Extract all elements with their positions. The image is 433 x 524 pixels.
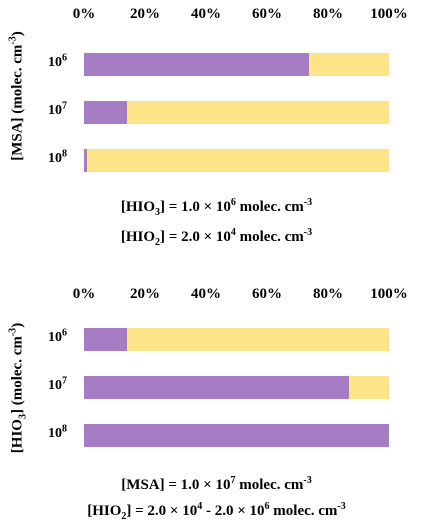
- bar-segment-yellow: [126, 101, 389, 124]
- category-label: 106: [48, 327, 67, 345]
- condition-note: [HIO3] = 1.0 × 106 molec. cm-3: [120, 197, 313, 218]
- bar-segment-yellow: [349, 376, 389, 399]
- chart-panel-msa: 0% 20% 40% 60% 80% 100% [MSA] (molec. cm…: [7, 6, 408, 248]
- x-tick: 100%: [370, 6, 408, 22]
- x-tick: 0%: [72, 6, 96, 22]
- bar-segment-purple: [84, 424, 389, 447]
- x-tick: 80%: [313, 6, 343, 22]
- condition-note: [MSA] = 1.0 × 107 molec. cm-3: [121, 475, 312, 494]
- x-tick: 100%: [370, 286, 408, 302]
- y-axis-label: [MSA] (molec. cm-3): [7, 31, 26, 161]
- condition-note: [HIO2] = 2.0 × 104 - 2.0 × 106 molec. cm…: [87, 501, 346, 522]
- bar-segment-yellow: [309, 53, 389, 76]
- bar-segment-yellow: [126, 328, 389, 351]
- bar-segment-purple: [84, 149, 88, 172]
- condition-note: [HIO2] = 2.0 × 104 molec. cm-3: [120, 227, 313, 248]
- category-label: 108: [48, 423, 67, 441]
- category-label: 107: [48, 375, 67, 393]
- x-tick: 80%: [313, 286, 343, 302]
- y-axis-label: [HIO3] (molec. cm-3): [7, 322, 29, 454]
- x-tick: 20%: [130, 286, 160, 302]
- chart-panel-hio3: 0% 20% 40% 60% 80% 100% [HIO3] (molec. c…: [0, 262, 433, 524]
- x-tick: 40%: [191, 6, 221, 22]
- category-label: 108: [48, 148, 67, 166]
- x-tick: 60%: [252, 286, 282, 302]
- bar-segment-purple: [84, 376, 350, 399]
- x-tick: 40%: [191, 286, 221, 302]
- bar-segment-purple: [84, 53, 310, 76]
- bar-segment-yellow: [87, 149, 389, 172]
- category-label: 107: [48, 100, 67, 118]
- x-tick: 0%: [72, 286, 96, 302]
- x-tick: 20%: [130, 6, 160, 22]
- category-label: 106: [48, 52, 67, 70]
- bar-segment-purple: [84, 328, 127, 351]
- x-tick: 60%: [252, 6, 282, 22]
- bar-segment-purple: [84, 101, 127, 124]
